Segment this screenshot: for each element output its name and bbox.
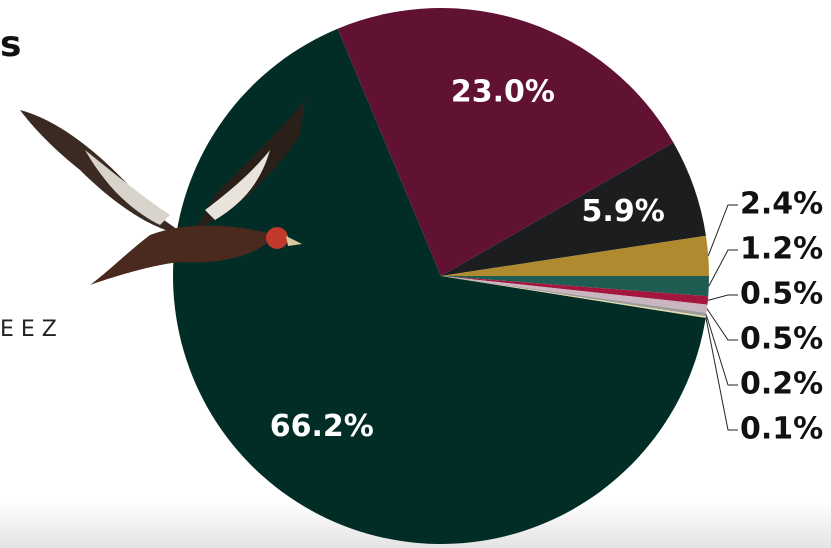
pie-slice	[441, 276, 707, 317]
pie-slice	[441, 235, 709, 276]
leader-line	[705, 314, 738, 386]
pie-slice	[337, 8, 674, 277]
chart-title: s	[0, 24, 21, 65]
slice-label: 2.4%	[740, 187, 823, 222]
leader-line	[708, 249, 738, 287]
pie-slice	[441, 276, 706, 318]
slice-label: 0.1%	[740, 412, 823, 447]
leader-line	[705, 316, 738, 431]
pie-slice	[172, 28, 706, 545]
leader-line	[707, 294, 738, 301]
pie-slice	[441, 276, 708, 313]
pie	[172, 8, 709, 545]
slice-label: 23.0%	[451, 75, 555, 110]
pie-slice	[441, 142, 706, 276]
pie-slice	[441, 276, 709, 305]
slice-label: 0.5%	[740, 322, 823, 357]
leader-line	[707, 204, 738, 256]
slice-label: 66.2%	[270, 409, 374, 444]
slice-label: 1.2%	[740, 232, 823, 267]
annotation: E E Z	[0, 317, 57, 342]
slice-label: 0.2%	[740, 367, 823, 402]
pie-slice	[441, 276, 709, 297]
leader-line	[706, 308, 738, 341]
slice-label: 5.9%	[582, 194, 665, 229]
bird-illustration	[20, 100, 305, 285]
slice-label: 0.5%	[740, 277, 823, 312]
